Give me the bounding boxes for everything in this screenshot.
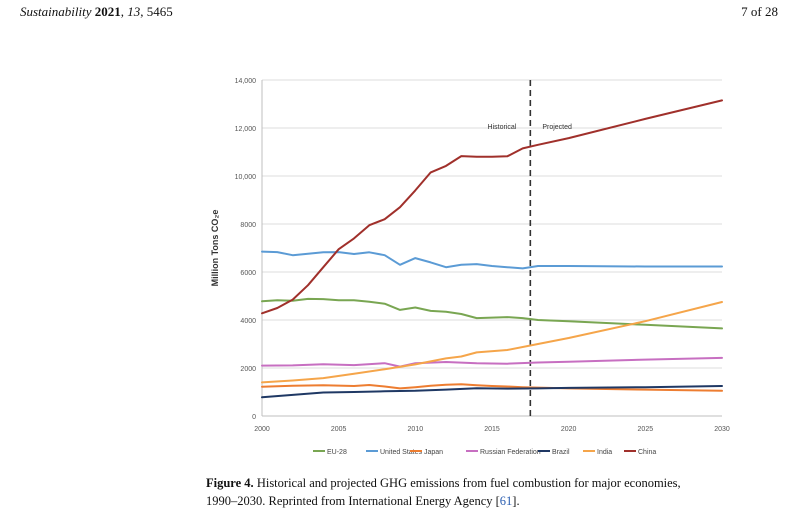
page-number: 7 of 28	[741, 4, 778, 19]
y-tick-label: 0	[252, 414, 256, 421]
article-number: 5465	[146, 4, 173, 19]
y-tick-label: 12,000	[235, 126, 257, 133]
y-tick-label: 2000	[240, 366, 256, 373]
journal-name: Sustainability	[20, 4, 92, 19]
legend-label: United States	[380, 449, 423, 456]
legend-label: China	[638, 449, 656, 456]
legend-label: India	[597, 449, 612, 456]
x-tick-label: 2020	[561, 426, 577, 433]
x-tick-label: 2030	[714, 426, 730, 433]
x-tick-label: 2000	[254, 426, 270, 433]
legend-label: Japan	[424, 449, 443, 456]
emissions-chart: 0 2000 4000 6000 8000 10,000 12,000 14,000 2000 2…	[210, 78, 730, 456]
y-tick-label: 10,000	[235, 174, 257, 181]
y-tick-label: 6000	[240, 270, 256, 277]
y-tick-label: 8000	[240, 222, 256, 229]
historical-annotation: Historical	[488, 124, 517, 131]
x-tick-label: 2025	[638, 426, 654, 433]
figure-caption: Figure 4. Historical and projected GHG e…	[206, 474, 786, 510]
projected-annotation: Projected	[542, 124, 572, 131]
legend-label: Russian Federation	[480, 449, 541, 456]
journal-volume: 13	[127, 4, 141, 19]
caption-text-3: ].	[512, 494, 520, 508]
series-line-brazil	[261, 385, 723, 399]
series-line-russian-federation	[261, 356, 723, 368]
series-line-india	[261, 301, 723, 384]
x-tick-label: 2005	[331, 426, 347, 433]
legend-label: Brazil	[552, 449, 570, 456]
figure-label: Figure 4.	[206, 476, 254, 490]
journal-year: 2021	[94, 4, 121, 19]
y-tick-label: 4000	[240, 318, 256, 325]
series-line-eu-28	[261, 297, 723, 330]
series-line-china	[261, 99, 723, 315]
x-tick-label: 2015	[484, 426, 500, 433]
x-tick-label: 2010	[408, 426, 424, 433]
caption-text: Historical and projected GHG emissions f…	[256, 476, 681, 490]
series-line-japan	[261, 383, 723, 392]
running-header: Sustainability 2021, 13, 5465	[20, 4, 173, 19]
reference-link[interactable]: 61	[499, 494, 513, 508]
y-axis-label: Million Tons CO₂e	[210, 210, 220, 287]
legend-label: EU-28	[327, 449, 347, 456]
y-tick-label: 14,000	[235, 78, 257, 85]
series-line-united-states	[261, 250, 723, 270]
caption-text-2: 1990–2030. Reprinted from International …	[206, 494, 500, 508]
